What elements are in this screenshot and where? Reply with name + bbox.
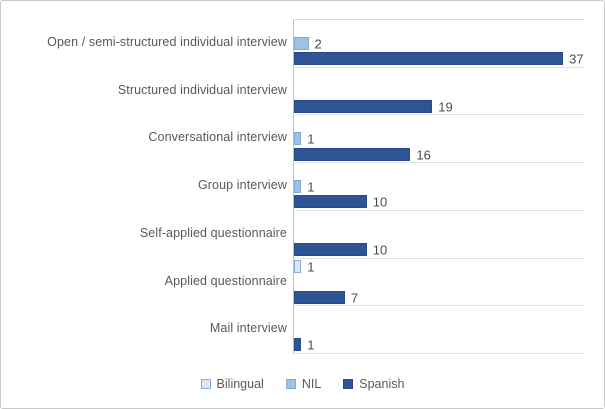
category-label: Applied questionnaire bbox=[164, 273, 287, 288]
bar-nil bbox=[294, 36, 309, 50]
category-label: Open / semi-structured individual interv… bbox=[47, 34, 287, 49]
row-gridline bbox=[293, 209, 584, 211]
legend-label: NIL bbox=[301, 377, 322, 391]
value-label: 10 bbox=[372, 194, 388, 210]
bar-spanish bbox=[294, 147, 411, 161]
value-label: 1 bbox=[307, 131, 315, 147]
bar-spanish bbox=[294, 290, 345, 304]
value-label: 1 bbox=[307, 179, 315, 195]
bar-spanish bbox=[294, 195, 367, 209]
row-gridline bbox=[293, 257, 584, 259]
legend-swatch-icon bbox=[200, 379, 211, 389]
category-label: Conversational interview bbox=[148, 130, 287, 145]
bar-bilingual bbox=[294, 259, 302, 273]
value-label: 2 bbox=[314, 36, 322, 52]
row-gridline bbox=[293, 162, 584, 164]
value-label: 1 bbox=[307, 259, 315, 275]
bar-spanish bbox=[294, 338, 302, 352]
row-gridline bbox=[293, 66, 584, 68]
bar-spanish bbox=[294, 99, 433, 113]
category-label: Mail interview bbox=[209, 321, 287, 336]
legend-item-bilingual: Bilingual bbox=[200, 377, 264, 391]
row-gridline bbox=[293, 353, 584, 354]
category-label: Structured individual interview bbox=[117, 82, 287, 97]
bar-spanish bbox=[294, 243, 367, 257]
bar-nil bbox=[294, 132, 302, 146]
legend-item-nil: NIL bbox=[285, 377, 322, 391]
legend-label: Spanish bbox=[359, 377, 405, 391]
legend-label: Bilingual bbox=[216, 377, 264, 391]
legend-swatch-icon bbox=[285, 379, 296, 389]
category-axis-line bbox=[293, 19, 294, 353]
bar-spanish bbox=[294, 52, 564, 66]
value-label: 10 bbox=[372, 242, 388, 258]
legend-item-spanish: Spanish bbox=[343, 377, 404, 391]
value-label: 7 bbox=[350, 290, 359, 306]
value-label: 1 bbox=[307, 337, 315, 353]
chart-legend: Bilingual NIL Spanish bbox=[1, 377, 604, 391]
value-label: 37 bbox=[569, 51, 584, 67]
plot-top-border bbox=[293, 19, 584, 20]
legend-swatch-icon bbox=[343, 379, 354, 389]
category-label: Group interview bbox=[197, 178, 287, 193]
value-label: 19 bbox=[438, 99, 453, 115]
value-label: 16 bbox=[416, 147, 431, 163]
category-label: Self-applied questionnaire bbox=[139, 225, 287, 240]
row-gridline bbox=[293, 114, 584, 116]
bar-nil bbox=[294, 179, 302, 193]
row-gridline bbox=[293, 305, 584, 307]
